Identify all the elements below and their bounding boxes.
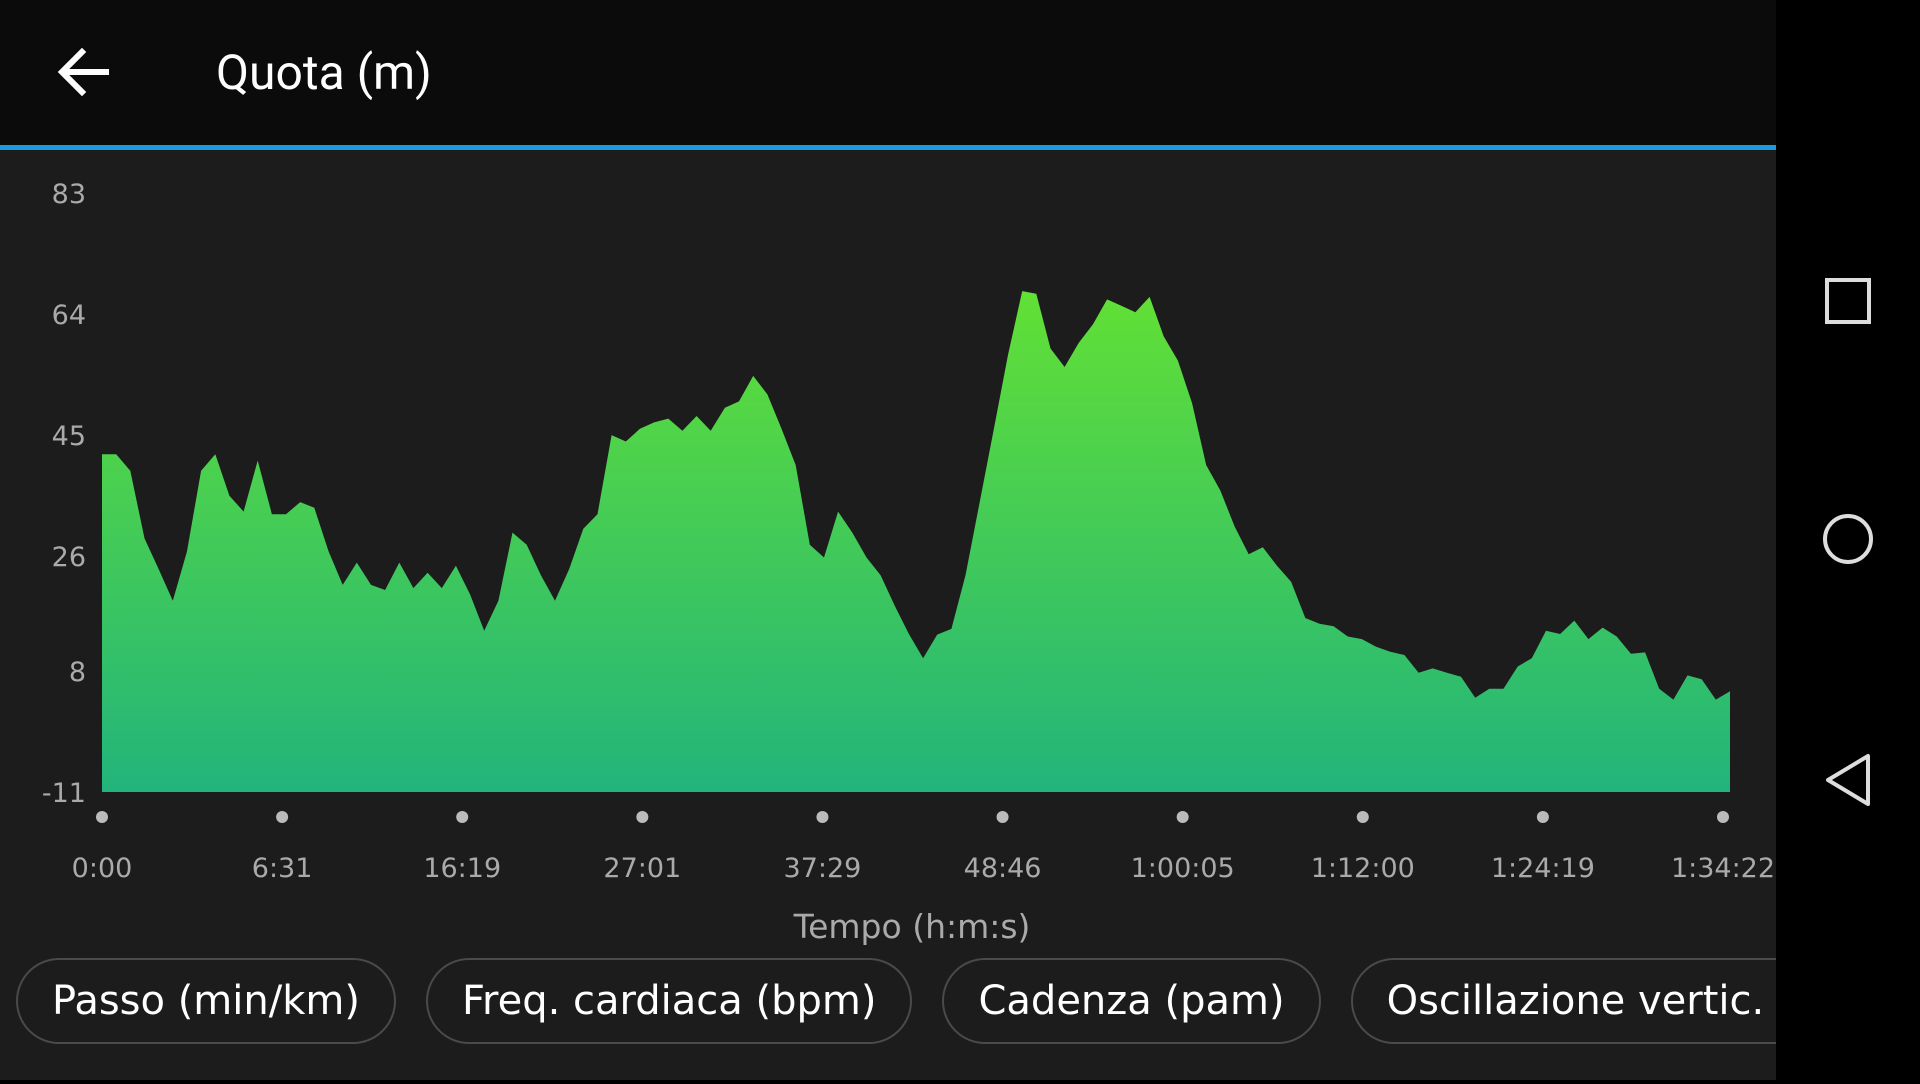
- y-tick-label: 26: [52, 542, 86, 573]
- x-tick-label: 1:34:22: [1671, 853, 1775, 884]
- home-button[interactable]: [1823, 514, 1873, 564]
- x-tick-dot: [816, 811, 829, 823]
- metric-button[interactable]: Freq. cardiaca (bpm): [425, 958, 913, 1044]
- back-nav-button[interactable]: [1826, 754, 1870, 806]
- x-tick-label: 16:19: [423, 853, 501, 884]
- x-tick-label: 48:46: [964, 853, 1042, 884]
- x-tick-dot: [1717, 811, 1729, 823]
- header: Quota (m): [0, 0, 1776, 150]
- x-tick-label: 0:00: [72, 853, 133, 884]
- x-tick-dot: [996, 811, 1009, 823]
- x-tick-dot: [96, 811, 108, 823]
- x-tick-label: 6:31: [252, 853, 313, 884]
- x-tick-dot: [456, 811, 469, 823]
- x-tick-dot: [1356, 811, 1369, 823]
- title: Quota (m): [216, 44, 432, 101]
- x-tick-label: 1:12:00: [1311, 853, 1415, 884]
- metric-button[interactable]: Cadenza (pam): [942, 958, 1321, 1044]
- x-tick-dot: [1176, 811, 1189, 823]
- x-tick-dot: [1536, 811, 1549, 823]
- recents-button[interactable]: [1825, 278, 1871, 324]
- x-tick-dot: [636, 811, 649, 823]
- y-tick-label: 8: [69, 657, 86, 688]
- chart: 83 64 45 26 8 -11 0:00 6:31 16:19 27:01 37:29 48:46…: [42, 179, 1775, 946]
- x-axis-title: Tempo (h:m:s): [793, 907, 1031, 946]
- y-tick-label: 64: [52, 300, 86, 331]
- nav-icons: [1823, 278, 1873, 806]
- x-tick-label: 1:00:05: [1131, 853, 1235, 884]
- x-tick-label: 37:29: [784, 853, 862, 884]
- nav-bar: [1776, 0, 1920, 1080]
- y-tick-label: 45: [52, 421, 86, 452]
- y-tick-label: -11: [42, 778, 86, 809]
- x-tick-dot: [276, 811, 289, 823]
- metric-button[interactable]: Passo (min/km): [16, 958, 396, 1044]
- metric-button[interactable]: Oscillazione vertic. (cm): [1350, 958, 1776, 1044]
- x-tick-label: 27:01: [603, 853, 681, 884]
- x-tick-label: 1:24:19: [1491, 853, 1595, 884]
- app: Quota (m) 83 64 45 26 8 -11 0:00 6:31 16:19 27:01…: [0, 0, 1776, 1080]
- elevation-area: [102, 291, 1730, 792]
- y-tick-label: 83: [52, 179, 86, 210]
- back-button[interactable]: [54, 42, 114, 102]
- button-row: Passo (min/km) Freq. cardiaca (bpm) Cadenz…: [16, 958, 1776, 1044]
